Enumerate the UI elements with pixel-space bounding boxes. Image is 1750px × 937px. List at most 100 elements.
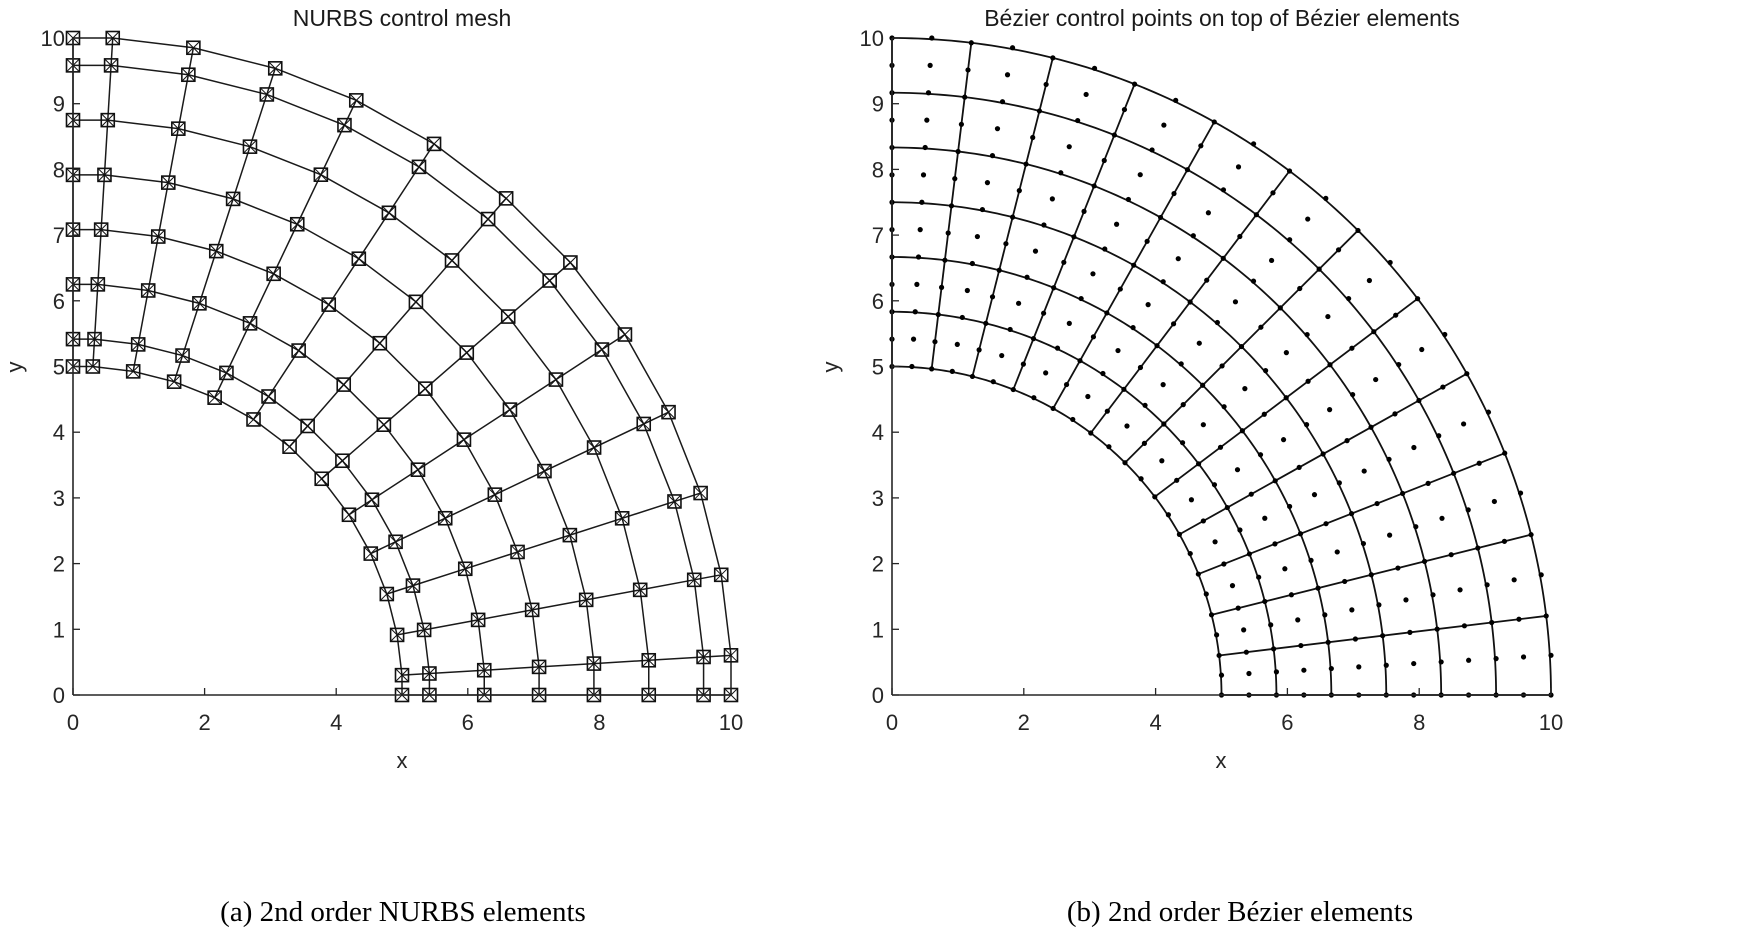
bezier-control-point: [1239, 428, 1245, 434]
bezier-control-point: [1221, 561, 1227, 567]
bezier-control-point: [1448, 552, 1454, 558]
bezier-control-point: [1149, 147, 1155, 153]
control-point-marker: [379, 586, 395, 602]
square-marker-icon: [93, 222, 109, 237]
cross-marker-icon: [412, 160, 426, 174]
bezier-control-point: [976, 347, 982, 353]
control-point-marker: [713, 567, 729, 583]
control-point-marker: [586, 656, 602, 671]
cross-marker-icon: [595, 342, 609, 357]
bezier-control-point: [1234, 467, 1241, 473]
cross-marker-icon: [636, 417, 651, 431]
cross-marker-icon: [409, 294, 423, 309]
cross-marker-icon: [104, 58, 118, 73]
bezier-control-point: [942, 257, 948, 263]
bezier-control-point: [1493, 656, 1499, 662]
cross-marker-icon: [321, 297, 336, 312]
cross-marker-icon: [532, 660, 546, 674]
bezier-control-point: [1237, 527, 1243, 533]
square-marker-icon: [160, 175, 176, 190]
cross-marker-icon: [175, 348, 190, 363]
control-point-marker: [411, 159, 427, 175]
square-marker-icon: [411, 159, 427, 175]
bezier-control-point: [932, 339, 938, 345]
bezier-control-point: [945, 230, 951, 236]
control-point-marker: [594, 342, 610, 357]
bezier-control-point: [1137, 172, 1143, 178]
square-marker-icon: [267, 61, 283, 76]
bezier-control-point: [1517, 490, 1524, 496]
square-marker-icon: [498, 191, 514, 206]
mesh-radial-line: [173, 68, 276, 382]
cross-marker-icon: [291, 343, 306, 358]
bezier-control-point: [1465, 507, 1471, 513]
cross-marker-icon: [181, 67, 196, 82]
bezier-control-point: [1238, 343, 1245, 350]
control-point-marker: [313, 167, 329, 182]
control-point-marker: [686, 572, 702, 588]
control-point-marker: [537, 463, 552, 479]
cross-marker-icon: [97, 168, 112, 182]
control-point-marker: [422, 666, 437, 681]
bezier-control-point: [962, 94, 968, 100]
cross-marker-icon: [714, 567, 729, 582]
bezier-control-point: [1421, 558, 1428, 564]
square-marker-icon: [586, 656, 602, 671]
control-point-marker: [667, 494, 682, 509]
control-point-marker: [548, 372, 564, 387]
bezier-control-point: [1220, 255, 1226, 261]
bezier-control-point: [927, 62, 933, 68]
bezier-control-point: [1280, 437, 1287, 443]
cross-marker-icon: [243, 316, 257, 331]
bezier-control-point: [920, 172, 927, 178]
bezier-control-point: [1464, 371, 1470, 377]
bezier-control-point: [1235, 605, 1241, 611]
square-marker-icon: [97, 167, 112, 183]
y-tick-label: 10: [860, 26, 884, 51]
bezier-control-point: [1371, 329, 1377, 335]
control-point-marker: [130, 337, 146, 352]
square-marker-icon: [614, 510, 630, 526]
x-axis-label: x: [1216, 748, 1227, 773]
caption-left: (a) 2nd order NURBS elements: [220, 896, 586, 928]
control-point-marker: [476, 662, 492, 678]
cross-marker-icon: [342, 507, 356, 522]
bezier-control-point: [1179, 440, 1186, 446]
bezier-control-point: [1476, 460, 1482, 466]
cross-marker-icon: [445, 253, 459, 268]
bezier-control-point: [1051, 285, 1057, 291]
bezier-control-point: [1484, 582, 1490, 588]
y-tick-label: 3: [872, 486, 884, 511]
control-point-marker: [363, 546, 379, 561]
bezier-control-point: [949, 368, 955, 374]
square-marker-icon: [192, 296, 207, 311]
square-marker-icon: [242, 316, 258, 331]
cross-marker-icon: [579, 592, 594, 607]
control-point-marker: [641, 652, 657, 668]
cross-marker-icon: [427, 137, 441, 151]
cross-marker-icon: [481, 212, 495, 226]
bezier-control-point: [1311, 492, 1318, 498]
bezier-control-point: [1010, 214, 1016, 220]
square-marker-icon: [372, 335, 388, 351]
bezier-control-point: [1327, 362, 1333, 368]
bezier-control-point: [1100, 370, 1106, 377]
bezier-control-point: [915, 254, 922, 260]
control-point-marker: [586, 440, 602, 455]
bezier-control-point: [1396, 361, 1402, 368]
cross-marker-icon: [510, 545, 525, 559]
control-point-marker: [364, 492, 380, 508]
bezier-control-point: [1211, 482, 1218, 488]
cross-marker-icon: [86, 359, 100, 374]
control-point-marker: [351, 251, 367, 267]
square-marker-icon: [336, 377, 352, 392]
y-tick-label: 8: [53, 157, 65, 182]
bezier-control-point: [1368, 424, 1374, 430]
square-marker-icon: [266, 266, 281, 282]
cross-marker-icon: [379, 587, 394, 601]
bezier-control-point: [1184, 167, 1191, 173]
bezier-control-point: [1125, 196, 1132, 203]
bezier-control-point: [1355, 227, 1361, 234]
x-tick-label: 2: [198, 710, 210, 735]
control-point-marker: [175, 348, 190, 363]
